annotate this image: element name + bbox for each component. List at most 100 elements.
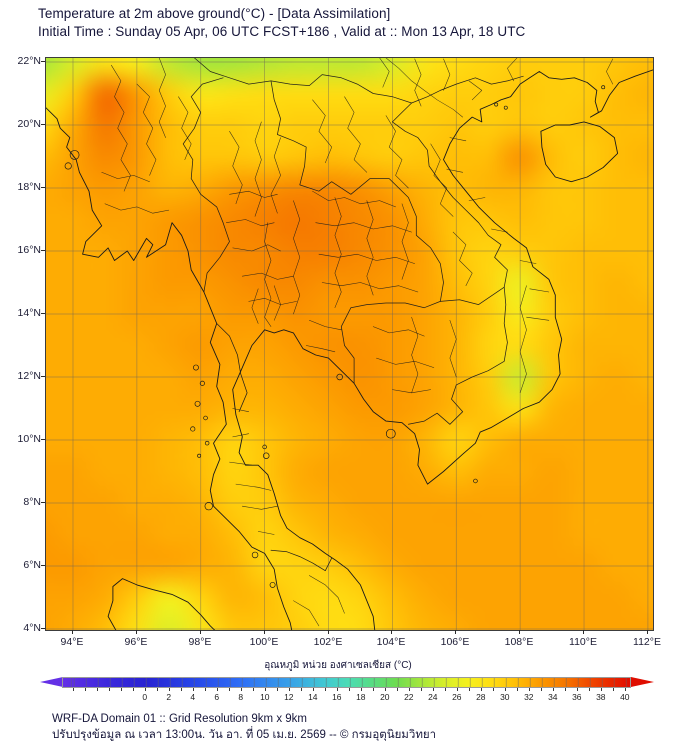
island-outline (194, 400, 201, 407)
province-boundary (379, 58, 390, 88)
river-line (507, 58, 518, 82)
colorbar-tick-label: 14 (308, 692, 318, 702)
colorbar-tick-label: 10 (260, 692, 270, 702)
colorbar-tick (180, 688, 182, 691)
island-outline (269, 581, 276, 588)
island-outline (494, 102, 499, 107)
colorbar-tick (192, 688, 194, 691)
colorbar-tick (372, 688, 374, 691)
footer: WRF-DA Domain 01 :: Grid Resolution 9km … (52, 712, 436, 743)
province-boundary (526, 316, 550, 321)
province-boundary (372, 326, 425, 337)
lat-tick-label: 20°N (17, 118, 41, 130)
island-outline (69, 150, 80, 160)
colorbar-tick-label: 20 (380, 692, 390, 702)
temperature-field-canvas (46, 58, 653, 630)
colorbar-tick (492, 688, 494, 691)
country-border (270, 80, 444, 384)
lat-tick-label: 6°N (23, 559, 41, 571)
country-border (392, 102, 508, 425)
coastline (46, 107, 293, 630)
lon-tick-label: 100°E (249, 636, 279, 648)
country-border (270, 549, 333, 572)
lat-tick (41, 628, 45, 629)
colorbar-tick (72, 688, 74, 691)
province-boundary (232, 244, 281, 252)
province-boundary (318, 253, 415, 264)
colorbar-tick (564, 688, 566, 691)
province-boundary (229, 461, 253, 466)
province-boundary (235, 483, 272, 491)
island-outline (64, 162, 72, 170)
colorbar-tick (312, 688, 314, 691)
colorbar-tick (600, 688, 602, 691)
country-border (194, 58, 524, 104)
lon-tick (391, 630, 392, 634)
lon-tick (647, 630, 648, 634)
province-boundary (529, 288, 550, 293)
colorbar-tick (252, 688, 254, 691)
colorbar-right-arrow (631, 677, 654, 687)
island-outline (203, 415, 208, 421)
island-outline (204, 440, 210, 446)
province-boundary (101, 172, 150, 182)
colorbar-gradient (62, 677, 631, 688)
colorbar-tick-label: 18 (356, 692, 366, 702)
coastline (232, 69, 653, 630)
province-boundary (401, 203, 409, 280)
province-boundary (257, 531, 275, 535)
island-outline (473, 478, 478, 484)
province-boundary (273, 285, 281, 321)
lat-tick (41, 376, 45, 377)
colorbar-tick (108, 688, 110, 691)
colorbar-tick (228, 688, 230, 691)
colorbar-tick (204, 688, 206, 691)
colorbar-tick (264, 688, 266, 691)
colorbar-tick (132, 688, 134, 691)
province-boundary (312, 190, 396, 208)
province-boundary (468, 197, 486, 201)
province-boundary (414, 58, 422, 107)
colorbar-tick (612, 688, 614, 691)
province-boundary (242, 272, 294, 280)
colorbar-tick-label: 30 (500, 692, 510, 702)
footer-line2: ปรับปรุงข้อมูล ณ เวลา 13:00น. วัน อา. ที… (52, 728, 437, 741)
province-boundary (309, 575, 345, 614)
province-boundary (385, 115, 409, 189)
province-boundary (344, 96, 368, 173)
colorbar-tick-label: 36 (572, 692, 582, 702)
lat-tick-label: 18°N (17, 181, 41, 193)
lon-tick (264, 630, 265, 634)
lon-tick-label: 94°E (60, 636, 84, 648)
colorbar-tick-label: 40 (620, 692, 630, 702)
lat-tick-label: 8°N (23, 496, 41, 508)
island-outline (204, 502, 213, 511)
country-border (439, 286, 505, 305)
colorbar-tick (552, 688, 554, 691)
province-boundary (443, 58, 451, 91)
colorbar-tick (624, 688, 626, 691)
island-outline (336, 373, 343, 381)
colorbar-tick (408, 688, 410, 691)
colorbar-tick (216, 688, 218, 691)
colorbar-tick (156, 688, 158, 691)
colorbar-tick-label: 34 (548, 692, 558, 702)
province-boundary (293, 200, 301, 315)
colorbar-tick (96, 688, 98, 691)
colorbar-tick-label: 32 (524, 692, 534, 702)
province-boundary (229, 190, 278, 198)
lon-tick (455, 630, 456, 634)
colorbar-tick (540, 688, 542, 691)
province-boundary (178, 96, 192, 160)
colorbar-tick (444, 688, 446, 691)
map-geography-overlay (46, 58, 653, 630)
lon-tick-label: 112°E (633, 636, 661, 648)
province-boundary (229, 131, 243, 205)
province-boundary (468, 80, 483, 101)
country-border (182, 77, 230, 293)
province-boundary (334, 197, 342, 308)
province-boundary (411, 316, 419, 394)
colorbar-tick-label: 8 (238, 692, 244, 702)
lon-tick-label: 110°E (569, 636, 597, 648)
colorbar-tick (396, 688, 398, 691)
